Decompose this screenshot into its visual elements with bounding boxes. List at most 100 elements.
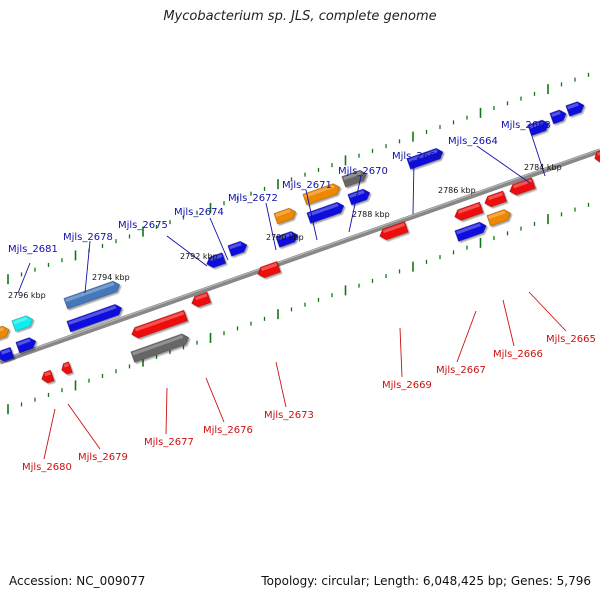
gene-label-top: Mjls_2675 (118, 220, 168, 231)
leader-line-bottom (456, 310, 477, 363)
ruler-label: 2786 kbp (438, 186, 476, 195)
map-title: Mycobacterium sp. JLS, complete genome (163, 9, 437, 24)
gene-arrow (131, 309, 188, 339)
gene-label-bottom: Mjls_2669 (382, 380, 432, 391)
leader-line-bottom (43, 408, 56, 460)
gene-body (227, 241, 248, 257)
gene-body (275, 231, 299, 248)
gene-arrow (565, 101, 585, 117)
gene-highlight (135, 311, 185, 332)
leader-line-top (476, 145, 531, 184)
ruler-label: 2784 kbp (524, 163, 562, 172)
gene-body (454, 221, 487, 242)
gene-arrow (41, 369, 55, 384)
gene-label-bottom: Mjls_2667 (436, 365, 486, 376)
gene-label-top: Mjls_2681 (8, 244, 58, 255)
gene-arrow (379, 221, 409, 240)
label-leader-lines (17, 129, 567, 460)
gene-highlight (68, 305, 117, 325)
gene-arrow (0, 347, 15, 362)
gene-arrow (341, 169, 367, 188)
gene-label-bottom: Mjls_2677 (144, 437, 194, 448)
gene-highlight (13, 316, 28, 325)
gene-arrow (15, 337, 37, 354)
topology-text: Topology: circular; Length: 6,048,425 bp… (261, 574, 591, 588)
gene-body (11, 315, 34, 332)
gene-highlight (0, 327, 4, 333)
leader-line-bottom (275, 361, 287, 408)
gene-arrow (130, 333, 189, 363)
gene-arrow (306, 201, 345, 224)
gene-highlight (210, 254, 223, 261)
leader-line-top (412, 160, 415, 215)
gene-highlight (304, 184, 335, 198)
leader-line-bottom (502, 299, 515, 347)
gene-label-top: Mjls_2672 (228, 193, 278, 204)
gene-arrow (257, 261, 281, 278)
gene-label-bottom: Mjls_2679 (78, 452, 128, 463)
gene-arrow (0, 325, 10, 340)
gene-body (15, 337, 37, 354)
gene-highlight (383, 222, 405, 234)
leader-line-top (305, 189, 318, 241)
leader-line-top (17, 262, 31, 294)
gene-arrow (227, 241, 248, 257)
leader-line-bottom (205, 377, 225, 423)
gene-highlight (17, 338, 31, 346)
gene-arrow (347, 188, 371, 206)
gene-label-top: Mjls_2671 (282, 180, 332, 191)
leader-line-bottom (399, 327, 403, 378)
gene-body (486, 209, 511, 227)
gene-label-top: Mjls_2668 (392, 151, 442, 162)
gene-features (0, 101, 600, 384)
gene-highlight (63, 363, 69, 368)
gene-arrow (11, 315, 34, 332)
gene-arrow (484, 190, 507, 208)
gene-body (41, 369, 55, 384)
gene-arrow (66, 304, 123, 333)
leader-line-bottom (165, 387, 168, 435)
gene-label-top: Mjls_2674 (174, 207, 224, 218)
gene-label-top: Mjls_2670 (338, 166, 388, 177)
gene-body (341, 169, 367, 188)
genome-backbone (0, 148, 600, 365)
gene-highlight (456, 223, 481, 235)
backbone-highlight (0, 148, 600, 361)
ruler-label: 2790 kbp (266, 233, 304, 242)
gene-highlight (277, 232, 293, 241)
leader-line-top (265, 202, 277, 251)
gene-arrow (406, 148, 444, 170)
ruler-ticks (7, 72, 590, 415)
gene-highlight (529, 121, 544, 129)
gene-label-bottom: Mjls_2676 (203, 425, 253, 436)
gene-body (63, 280, 120, 310)
gene-highlight (458, 203, 480, 214)
ruler-label: 2796 kbp (8, 291, 46, 300)
gene-highlight (195, 293, 208, 301)
ruler-label: 2792 kbp (180, 252, 218, 261)
gene-highlight (132, 334, 184, 356)
gene-arrow (273, 207, 297, 225)
gene-highlight (1, 348, 11, 355)
gene-highlight (343, 171, 362, 181)
gene-labels: Mjls_2681 Mjls_2678 Mjls_2675 Mjls_2674 Mjls… (8, 120, 596, 473)
gene-arrow (454, 201, 484, 221)
gene-label-bottom: Mjls_2673 (264, 410, 314, 421)
gene-arrow (206, 252, 227, 268)
leader-line-bottom (528, 291, 567, 332)
gene-highlight (408, 149, 438, 163)
gene-arrow (454, 221, 487, 242)
gene-arrow (191, 291, 212, 308)
leader-line-top (348, 175, 362, 233)
gene-body (302, 183, 341, 206)
gene-arrow (61, 361, 73, 375)
gene-body (347, 188, 371, 206)
gene-label-top: Mjls_2664 (448, 136, 498, 147)
gene-highlight (488, 192, 504, 201)
gene-label-top: Mjls_2663 (501, 120, 551, 131)
gene-body (406, 148, 444, 170)
gene-body (130, 333, 189, 363)
gene-body (257, 261, 281, 278)
gene-label-bottom: Mjls_2665 (546, 334, 596, 345)
